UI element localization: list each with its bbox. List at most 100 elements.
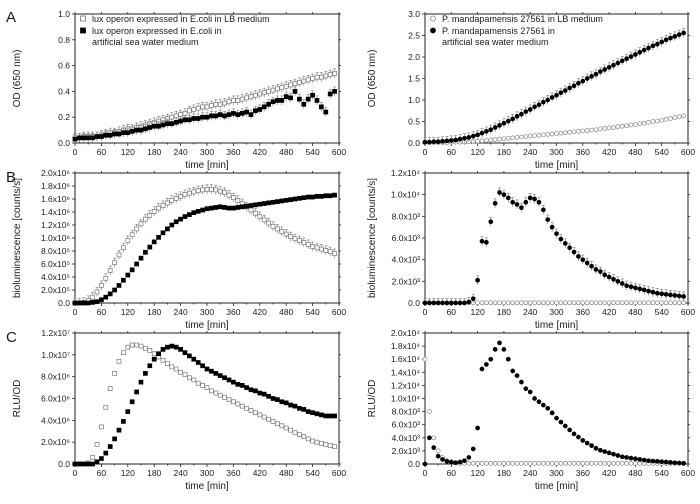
data-point [427, 300, 432, 306]
data-point [589, 127, 594, 133]
data-point [187, 190, 192, 196]
y-tick-label: 1.6x10⁶ [41, 194, 70, 204]
data-point [475, 138, 480, 144]
data-point [597, 126, 603, 132]
x-tick-label: 60 [97, 307, 107, 317]
data-point [440, 457, 445, 462]
data-point [427, 139, 432, 145]
data-point [540, 460, 546, 466]
x-tick-label: 480 [628, 307, 642, 317]
data-point [178, 347, 183, 352]
data-point [217, 101, 223, 107]
data-point [637, 457, 643, 462]
data-point [501, 136, 507, 142]
data-point [297, 80, 302, 85]
data-point [90, 300, 95, 305]
x-tick-label: 420 [602, 307, 616, 317]
data-point [156, 351, 161, 357]
data-point [558, 460, 564, 466]
data-point [484, 129, 489, 134]
data-point [297, 238, 302, 243]
data-point [235, 381, 241, 387]
data-point [562, 423, 568, 429]
data-point [134, 226, 139, 232]
data-point [602, 460, 608, 466]
data-point [681, 460, 686, 466]
data-point [270, 223, 276, 229]
data-point [619, 281, 625, 286]
data-point [173, 219, 179, 225]
data-point [672, 34, 678, 39]
data-point [239, 383, 245, 388]
data-point [545, 460, 551, 466]
x-tick-label: 240 [523, 307, 537, 317]
data-point [169, 364, 175, 370]
data-point [323, 248, 329, 253]
data-point [606, 64, 612, 70]
data-point [121, 277, 126, 283]
data-point [580, 438, 586, 443]
data-point [492, 460, 498, 466]
data-point [213, 390, 219, 396]
data-point [431, 300, 437, 306]
data-point [261, 217, 267, 223]
data-point [226, 397, 232, 402]
data-point [332, 251, 337, 256]
data-point [187, 117, 192, 123]
data-point [619, 58, 625, 64]
data-point [279, 85, 285, 90]
data-point [510, 199, 516, 205]
data-point [332, 89, 337, 94]
data-point [301, 78, 307, 84]
data-point [536, 199, 542, 205]
data-point [297, 96, 302, 102]
panel-letter: C [6, 329, 17, 346]
data-point [305, 242, 311, 247]
data-point [562, 130, 568, 136]
data-point [650, 458, 656, 464]
y-tick-label: 6.0x10⁶ [41, 394, 70, 404]
data-point [584, 260, 590, 266]
y-tick-label: 0.8 [58, 35, 70, 45]
data-point [314, 245, 320, 251]
data-point [497, 340, 502, 346]
y-tick-label: 2.0 [408, 52, 420, 62]
data-point [440, 300, 445, 306]
data-point [213, 113, 219, 119]
data-point [475, 300, 480, 306]
data-point [659, 459, 665, 465]
y-tick-label: 4.0x10⁶ [41, 415, 70, 425]
data-point [270, 419, 276, 424]
data-point [611, 62, 616, 68]
y-tick-label: 1.8x10⁶ [41, 181, 70, 191]
data-point [301, 407, 307, 412]
data-point [275, 397, 280, 402]
data-point [327, 413, 333, 419]
data-point [519, 205, 524, 211]
data-point [628, 300, 634, 306]
data-point [217, 112, 223, 117]
y-tick-label: 1.2x10⁴ [391, 168, 421, 178]
data-point [514, 113, 520, 119]
data-point [510, 116, 516, 122]
data-point [90, 294, 95, 300]
data-point [165, 200, 170, 206]
data-point [488, 300, 494, 306]
data-point [505, 118, 511, 124]
data-point [654, 300, 660, 306]
data-point [270, 199, 276, 205]
data-point [248, 112, 254, 117]
x-tick-label: 360 [226, 468, 240, 478]
data-point [314, 194, 320, 199]
data-point [283, 400, 289, 406]
data-point [663, 116, 669, 122]
data-point [484, 362, 489, 367]
data-point [475, 132, 480, 138]
data-point [571, 460, 577, 466]
data-point [143, 126, 148, 132]
data-point [200, 363, 205, 369]
data-point [628, 122, 634, 128]
y-tick-label: 1.4x10⁶ [41, 207, 70, 217]
data-point [514, 373, 520, 378]
data-point [580, 128, 586, 134]
